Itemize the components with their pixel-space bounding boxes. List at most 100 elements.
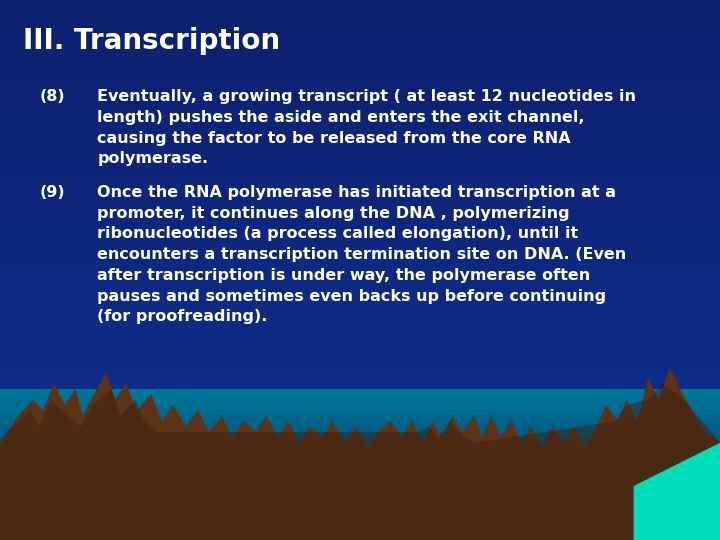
Bar	[0, 34, 720, 36]
Bar	[0, 184, 720, 185]
Bar	[0, 302, 720, 304]
Bar	[0, 288, 720, 290]
Bar	[0, 93, 720, 96]
Bar	[0, 326, 720, 328]
Bar	[0, 407, 720, 409]
Bar	[0, 22, 720, 23]
Bar	[0, 410, 720, 412]
Bar	[0, 7, 720, 9]
Bar	[0, 403, 720, 405]
Bar	[0, 79, 720, 81]
Text: III. Transcription: III. Transcription	[23, 27, 280, 55]
Bar	[0, 126, 720, 128]
Bar	[0, 393, 720, 394]
Bar	[0, 525, 720, 528]
Bar	[0, 198, 720, 200]
Bar	[0, 457, 720, 459]
Polygon shape	[634, 443, 720, 540]
Bar	[0, 482, 720, 484]
Bar	[0, 157, 720, 158]
Bar	[0, 437, 720, 439]
Bar	[0, 268, 720, 270]
Bar	[0, 417, 720, 420]
Bar	[0, 369, 720, 371]
Bar	[0, 401, 720, 403]
Bar	[0, 15, 720, 16]
Bar	[0, 263, 720, 265]
Bar	[0, 486, 720, 488]
Bar	[0, 236, 720, 238]
Bar	[0, 423, 720, 425]
Text: length) pushes the aside and enters the exit channel,: length) pushes the aside and enters the …	[97, 110, 585, 125]
Bar	[0, 349, 720, 351]
Bar	[0, 25, 720, 27]
Text: causing the factor to be released from the core RNA: causing the factor to be released from t…	[97, 131, 571, 146]
Bar	[0, 464, 720, 466]
Bar	[0, 70, 720, 72]
Bar	[0, 498, 720, 501]
Bar	[0, 212, 720, 214]
Bar	[0, 421, 720, 423]
Bar	[0, 373, 720, 374]
Bar	[0, 511, 720, 513]
Bar	[0, 281, 720, 282]
Bar	[0, 115, 720, 117]
Bar	[0, 389, 720, 390]
Bar	[0, 295, 720, 297]
Bar	[0, 448, 720, 450]
Polygon shape	[0, 383, 720, 540]
Bar	[0, 430, 720, 432]
Bar	[0, 139, 720, 140]
Bar	[0, 342, 720, 344]
Bar	[0, 173, 720, 174]
Bar	[0, 383, 720, 385]
Bar	[0, 108, 720, 110]
Bar	[0, 29, 720, 31]
Bar	[0, 529, 720, 531]
Bar	[0, 475, 720, 477]
Bar	[0, 506, 720, 508]
Bar	[0, 49, 720, 50]
Bar	[0, 32, 720, 34]
Bar	[0, 524, 720, 525]
Bar	[0, 128, 720, 130]
Bar	[0, 315, 720, 317]
Bar	[0, 4, 720, 5]
Bar	[0, 180, 720, 182]
Bar	[0, 151, 720, 153]
Bar	[0, 382, 720, 383]
Bar	[0, 468, 720, 470]
Bar	[0, 31, 720, 32]
Bar	[0, 504, 720, 506]
Bar	[0, 231, 720, 232]
Bar	[0, 293, 720, 295]
Bar	[0, 396, 720, 398]
Bar	[0, 387, 720, 389]
Bar	[0, 167, 720, 169]
Bar	[0, 346, 720, 347]
Bar	[0, 86, 720, 88]
Bar	[0, 9, 720, 11]
Bar	[0, 491, 720, 493]
Bar	[0, 72, 720, 74]
Polygon shape	[0, 367, 720, 540]
Bar	[0, 455, 720, 457]
Bar	[0, 509, 720, 511]
Bar	[0, 142, 720, 144]
Bar	[0, 279, 720, 281]
Bar	[0, 405, 720, 407]
Bar	[0, 513, 720, 515]
Bar	[0, 0, 720, 2]
Bar	[0, 331, 720, 333]
Bar	[0, 275, 720, 277]
Bar	[0, 328, 720, 329]
Bar	[0, 59, 720, 61]
Text: ribonucleotides (a process called elongation), until it: ribonucleotides (a process called elonga…	[97, 226, 578, 241]
Bar	[0, 238, 720, 239]
Bar	[0, 110, 720, 112]
Bar	[0, 447, 720, 448]
Bar	[0, 12, 720, 15]
Bar	[0, 312, 720, 313]
Bar	[0, 398, 720, 400]
Text: (8): (8)	[40, 89, 66, 104]
